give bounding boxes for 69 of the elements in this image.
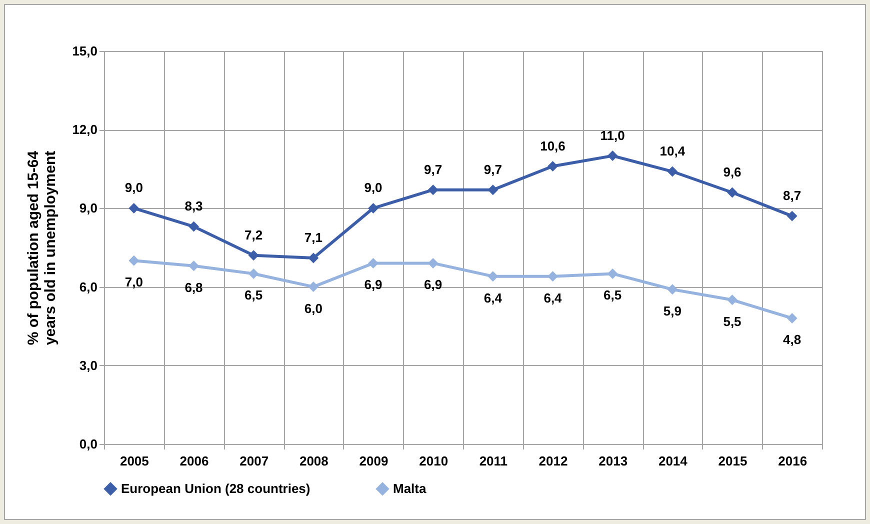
point — [308, 252, 319, 264]
y-tick-label: 15,0 — [72, 44, 98, 58]
point — [667, 166, 678, 177]
point — [727, 294, 738, 306]
point — [786, 312, 798, 324]
y-tick-label: 9,0 — [79, 200, 98, 216]
point — [488, 184, 498, 196]
point — [128, 202, 140, 214]
data-label: 9,7 — [484, 162, 502, 177]
x-tick-label: 2005 — [120, 454, 149, 468]
point — [786, 210, 798, 222]
y-tick-label: 0,0 — [79, 436, 98, 452]
x-tick-label: 2016 — [778, 454, 808, 468]
point — [428, 258, 438, 268]
x-tick-label: 2009 — [359, 454, 388, 468]
data-label: 9,0 — [364, 180, 382, 196]
data-label: 11,0 — [600, 128, 625, 143]
point — [607, 268, 618, 279]
legend-label: European Union (28 countries) — [121, 480, 310, 496]
y-tick-label: 6,0 — [79, 279, 98, 294]
point — [607, 150, 618, 162]
data-label: 6,8 — [184, 280, 203, 295]
x-tick-label: 2013 — [598, 454, 628, 468]
data-label: 9,6 — [723, 164, 742, 180]
data-label: 6,5 — [244, 288, 263, 303]
x-tick-label: 2014 — [658, 454, 688, 468]
data-label: 6,4 — [484, 290, 503, 306]
data-label: 5,5 — [723, 314, 742, 329]
data-label: 10,4 — [660, 144, 686, 159]
point — [368, 258, 378, 268]
data-label: 6,0 — [304, 300, 322, 316]
data-label: 6,9 — [364, 277, 382, 292]
x-tick-label: 2006 — [180, 454, 209, 468]
point — [727, 187, 738, 198]
y-tick-label: 12,0 — [72, 122, 98, 138]
x-tick-label: 2008 — [299, 454, 328, 468]
point — [548, 271, 558, 282]
point — [188, 260, 199, 272]
data-label: 9,0 — [124, 180, 143, 196]
data-label: 5,9 — [663, 303, 682, 318]
y-axis-title: % of population aged 15-64 years old in unemployment — [25, 150, 60, 346]
point — [488, 271, 498, 282]
data-label: 6,4 — [544, 290, 563, 306]
point — [368, 202, 378, 214]
data-label: 4,8 — [783, 332, 802, 348]
data-label: 7,1 — [304, 230, 322, 245]
data-label: 7,2 — [244, 227, 263, 242]
point — [308, 282, 319, 292]
point — [248, 268, 259, 279]
point — [128, 255, 140, 266]
point — [188, 221, 199, 232]
data-label: 8,3 — [184, 198, 203, 214]
x-tick-label: 2012 — [538, 454, 568, 468]
point — [428, 184, 438, 196]
data-label: 6,5 — [604, 288, 622, 303]
point — [248, 250, 259, 261]
data-label: 9,7 — [424, 162, 442, 177]
data-label: 6,9 — [424, 277, 442, 292]
legend-label: Malta — [393, 480, 427, 496]
data-label: 8,7 — [783, 188, 802, 204]
point — [667, 284, 678, 295]
point — [548, 161, 558, 172]
x-tick-label: 2011 — [479, 454, 508, 468]
x-tick-label: 2010 — [419, 454, 448, 468]
y-tick-label: 3,0 — [79, 358, 98, 373]
x-tick-label: 2007 — [240, 454, 269, 468]
data-label: 10,6 — [540, 138, 566, 154]
x-tick-label: 2015 — [718, 454, 748, 468]
data-label: 7,0 — [124, 274, 143, 290]
